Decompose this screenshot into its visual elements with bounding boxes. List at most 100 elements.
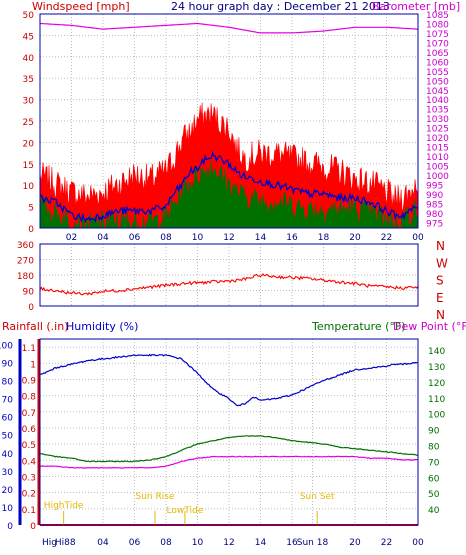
humidity-series xyxy=(39,353,419,407)
barometer-y-tick-label: 1010 xyxy=(426,153,449,163)
barometer-y-tick-label: 1000 xyxy=(426,172,449,182)
barometer-y-tick-label: 1035 xyxy=(426,106,449,116)
temp-panel-frame xyxy=(39,338,419,526)
temperature-y-tick-label: 70 xyxy=(428,458,440,468)
wind-low-series xyxy=(39,161,419,229)
humidity-y-tick-label: 70 xyxy=(2,396,14,406)
barometer-y-tick-label: 1025 xyxy=(426,125,449,135)
compass-label: N xyxy=(436,239,445,253)
compass-label: W xyxy=(436,256,448,270)
barometer-y-tick-label: 1050 xyxy=(426,77,449,87)
barometer-y-tick-label: 1060 xyxy=(426,58,449,68)
temp-x-tick-label: 00 xyxy=(412,538,424,548)
rain-y-tick-label: 0.4 xyxy=(22,457,37,467)
barometer-y-tick-label: 1085 xyxy=(426,11,449,21)
wind-direction-series xyxy=(39,273,419,296)
temp-x-tick-label: 12 xyxy=(223,538,234,548)
wind-y-tick-label: 35 xyxy=(23,75,34,85)
barometer-y-tick-label: 1055 xyxy=(426,68,449,78)
barometer-y-tick-label: 1040 xyxy=(426,96,449,106)
temp-x-tick-label: 10 xyxy=(192,538,204,548)
annotation-label: Sun Set xyxy=(300,492,335,502)
annotation-label: Sun Rise xyxy=(135,492,174,502)
direction-y-tick-label: 270 xyxy=(17,257,34,267)
rain-y-tick-label: 0 xyxy=(30,522,36,532)
wind-x-tick-label: 12 xyxy=(223,233,234,243)
wind-y-tick-label: 0 xyxy=(28,225,34,235)
temp-x-tick-label: 04 xyxy=(97,538,109,548)
temperature-series xyxy=(39,435,419,463)
humidity-y-tick-label: 20 xyxy=(2,486,14,496)
wind-y-tick-label: 45 xyxy=(23,32,34,42)
grid-layer xyxy=(40,13,419,526)
wind-y-tick-label: 5 xyxy=(28,204,34,214)
wind-x-tick-label: 04 xyxy=(97,233,109,243)
temperature-y-tick-label: 140 xyxy=(428,347,445,357)
barometer-y-tick-label: 975 xyxy=(426,219,443,229)
temp-x-tick-label: Hi88 xyxy=(55,538,76,548)
temperature-axis-title: Temperature (°F) xyxy=(311,320,406,333)
barometer-y-tick-label: 1045 xyxy=(426,87,449,97)
barometer-y-tick-label: 1030 xyxy=(426,115,449,125)
direction-y-tick-label: 90 xyxy=(23,288,35,298)
wind-y-tick-label: 40 xyxy=(23,54,35,64)
temp-x-tick-label: 16 xyxy=(286,538,298,548)
annotation-label: LowTide xyxy=(167,506,204,516)
wind-x-tick-label: 18 xyxy=(318,233,330,243)
barometer-axis-title: Barometer [mb] xyxy=(372,0,460,13)
wind-y-tick-label: 10 xyxy=(23,182,35,192)
temperature-y-tick-label: 100 xyxy=(428,411,445,421)
temp-x-tick-label: Hig xyxy=(42,538,57,548)
barometer-series xyxy=(40,22,419,34)
humidity-y-tick-label: 40 xyxy=(2,450,14,460)
temp-x-tick-label: 20 xyxy=(349,538,361,548)
wind-average-series xyxy=(39,150,419,224)
barometer-y-tick-label: 1075 xyxy=(426,30,449,40)
dewpoint-axis-title: Dew Point (°F) xyxy=(393,320,466,333)
rain-y-tick-label: 1.1 xyxy=(22,344,36,354)
temp-x-tick-label: 06 xyxy=(129,538,141,548)
temperature-y-tick-label: 110 xyxy=(428,395,445,405)
rain-y-tick-label: 0.7 xyxy=(22,409,36,419)
barometer-y-tick-label: 1065 xyxy=(426,49,449,59)
dewpoint-series xyxy=(40,455,419,469)
wind-y-tick-label: 25 xyxy=(23,118,34,128)
rain-y-tick-label: 0.3 xyxy=(22,473,36,483)
compass-label: E xyxy=(436,291,444,305)
direction-y-tick-label: 360 xyxy=(17,241,34,251)
barometer-y-tick-label: 1080 xyxy=(426,20,449,30)
wind-panel-frame xyxy=(39,13,419,229)
wind-x-tick-label: 22 xyxy=(381,233,392,243)
direction-panel-frame xyxy=(39,243,419,307)
barometer-y-tick-label: 995 xyxy=(426,181,443,191)
temp-x-tick-label: 14 xyxy=(255,538,267,548)
rainfall-axis-title: Rainfall (.in) xyxy=(2,320,69,333)
compass-label: S xyxy=(436,274,444,288)
barometer-y-tick-label: 980 xyxy=(426,210,443,220)
temp-x-tick-label: 22 xyxy=(381,538,392,548)
wind-x-tick-label: 06 xyxy=(129,233,141,243)
humidity-y-tick-label: 10 xyxy=(2,504,14,514)
wind-x-tick-label: 20 xyxy=(349,233,361,243)
temperature-y-tick-label: 90 xyxy=(428,427,440,437)
temp-x-tick-label: Sun 18 xyxy=(297,538,329,548)
wind-x-tick-label: 16 xyxy=(286,233,298,243)
temperature-y-tick-label: 130 xyxy=(428,363,445,373)
rain-y-tick-label: 0.5 xyxy=(22,441,36,451)
humidity-axis-title: Humidity (%) xyxy=(66,320,138,333)
humidity-y-tick-label: 50 xyxy=(2,432,14,442)
rain-y-tick-label: 0.1 xyxy=(22,506,36,516)
wind-x-tick-label: 14 xyxy=(255,233,267,243)
temperature-y-tick-label: 120 xyxy=(428,379,445,389)
series-layer xyxy=(39,22,419,526)
humidity-y-tick-label: 30 xyxy=(2,468,14,478)
temperature-y-tick-label: 40 xyxy=(428,506,440,516)
barometer-y-tick-label: 1005 xyxy=(426,163,449,173)
humidity-y-tick-label: 90 xyxy=(2,359,14,369)
wind-y-tick-label: 30 xyxy=(23,97,35,107)
barometer-y-tick-label: 1015 xyxy=(426,144,449,154)
wind-axis-title: Windspeed [mph] xyxy=(32,0,130,13)
wind-y-tick-label: 50 xyxy=(23,11,35,21)
